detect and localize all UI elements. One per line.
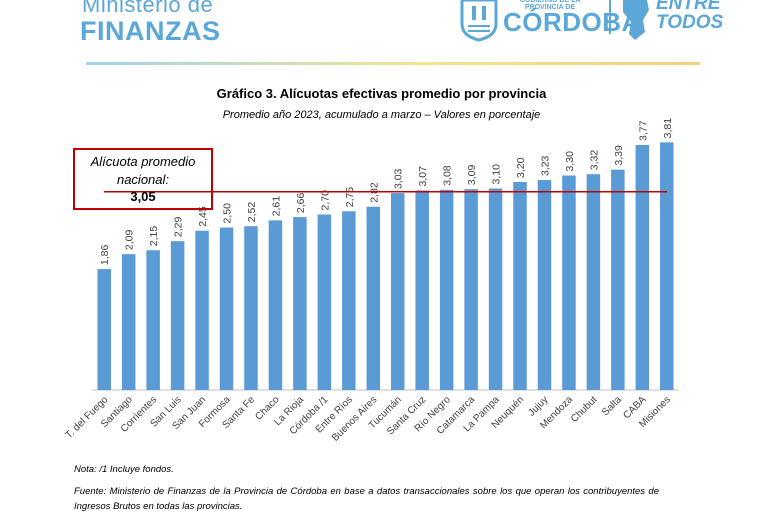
- data-label: 3,77: [637, 120, 649, 141]
- category-label: Salta: [600, 394, 624, 418]
- header-rule: [86, 62, 700, 65]
- data-label: 3,03: [393, 168, 405, 189]
- average-annotation-box: Alícuota promedio nacional: 3,05: [73, 148, 213, 210]
- bar: [415, 190, 429, 390]
- average-value: 3,05: [130, 189, 156, 204]
- footnote: Nota: /1 Incluye fondos.: [74, 464, 174, 475]
- bar: [537, 180, 552, 390]
- bar: [562, 175, 576, 390]
- data-label: 3,10: [491, 164, 503, 185]
- bar: [317, 214, 332, 390]
- bar: [293, 217, 307, 390]
- data-label: 3,32: [588, 150, 600, 171]
- bar: [342, 211, 356, 390]
- ministry-name-line2: FINANZAS: [80, 16, 221, 46]
- data-label: 3,07: [417, 166, 429, 187]
- data-label: 2,75: [344, 187, 356, 208]
- chart-subtitle: Promedio año 2023, acumulado a marzo – V…: [222, 109, 541, 121]
- cordoba-shield-icon: [460, 0, 498, 42]
- chart-title: Gráfico 3. Alícuotas efectivas promedio …: [216, 86, 547, 101]
- bar: [488, 188, 503, 390]
- bar: [390, 193, 405, 390]
- data-label: 2,52: [246, 202, 258, 223]
- slogan: ENTRE TODOS: [656, 0, 724, 33]
- source-note: Fuente: Ministerio de Finanzas de la Pro…: [74, 486, 659, 512]
- data-label: 2,45: [197, 206, 209, 227]
- data-label: 2,50: [222, 203, 234, 224]
- data-label: 2,70: [319, 190, 331, 211]
- data-label: 2,15: [148, 226, 160, 247]
- data-label: 3,20: [515, 157, 527, 178]
- bar: [170, 241, 185, 390]
- data-label: 2,61: [270, 196, 282, 217]
- data-label: 3,09: [466, 165, 478, 186]
- bar: [195, 230, 209, 390]
- bar: [268, 220, 283, 390]
- bar: [611, 169, 625, 390]
- data-label: 2,29: [173, 217, 185, 238]
- bar: [244, 226, 258, 390]
- province-name: CÓRDOBA: [503, 7, 641, 37]
- category-label: Chubut: [569, 394, 600, 425]
- bar: [439, 189, 454, 390]
- data-label: 3,30: [564, 151, 576, 172]
- bar: [146, 250, 160, 390]
- bar: [464, 189, 478, 390]
- header: Ministerio de FINANZAS GOBIERNO DE LA PR…: [0, 0, 763, 66]
- bar: [121, 254, 136, 390]
- data-label: 3,81: [662, 118, 674, 139]
- data-label: 3,08: [442, 165, 454, 186]
- bar: [660, 142, 674, 390]
- bar: [366, 206, 381, 390]
- bar: [219, 227, 234, 390]
- data-label: 2,09: [124, 230, 136, 251]
- header-divider: [609, 0, 611, 34]
- data-label: 3,39: [613, 145, 625, 166]
- data-label: 1,86: [99, 245, 111, 266]
- bar: [586, 174, 601, 390]
- average-label: Alícuota promedio nacional:: [90, 154, 196, 187]
- ministry-name-line1: Ministerio de: [82, 0, 214, 17]
- data-label: 2,66: [295, 193, 307, 214]
- government-label: GOBIERNO DE LA PROVINCIA DE: [519, 0, 581, 11]
- bar: [635, 144, 650, 390]
- province-map-icon: [623, 0, 649, 40]
- bar: [513, 182, 527, 390]
- bar: [97, 269, 111, 390]
- data-label: 3,23: [539, 155, 551, 176]
